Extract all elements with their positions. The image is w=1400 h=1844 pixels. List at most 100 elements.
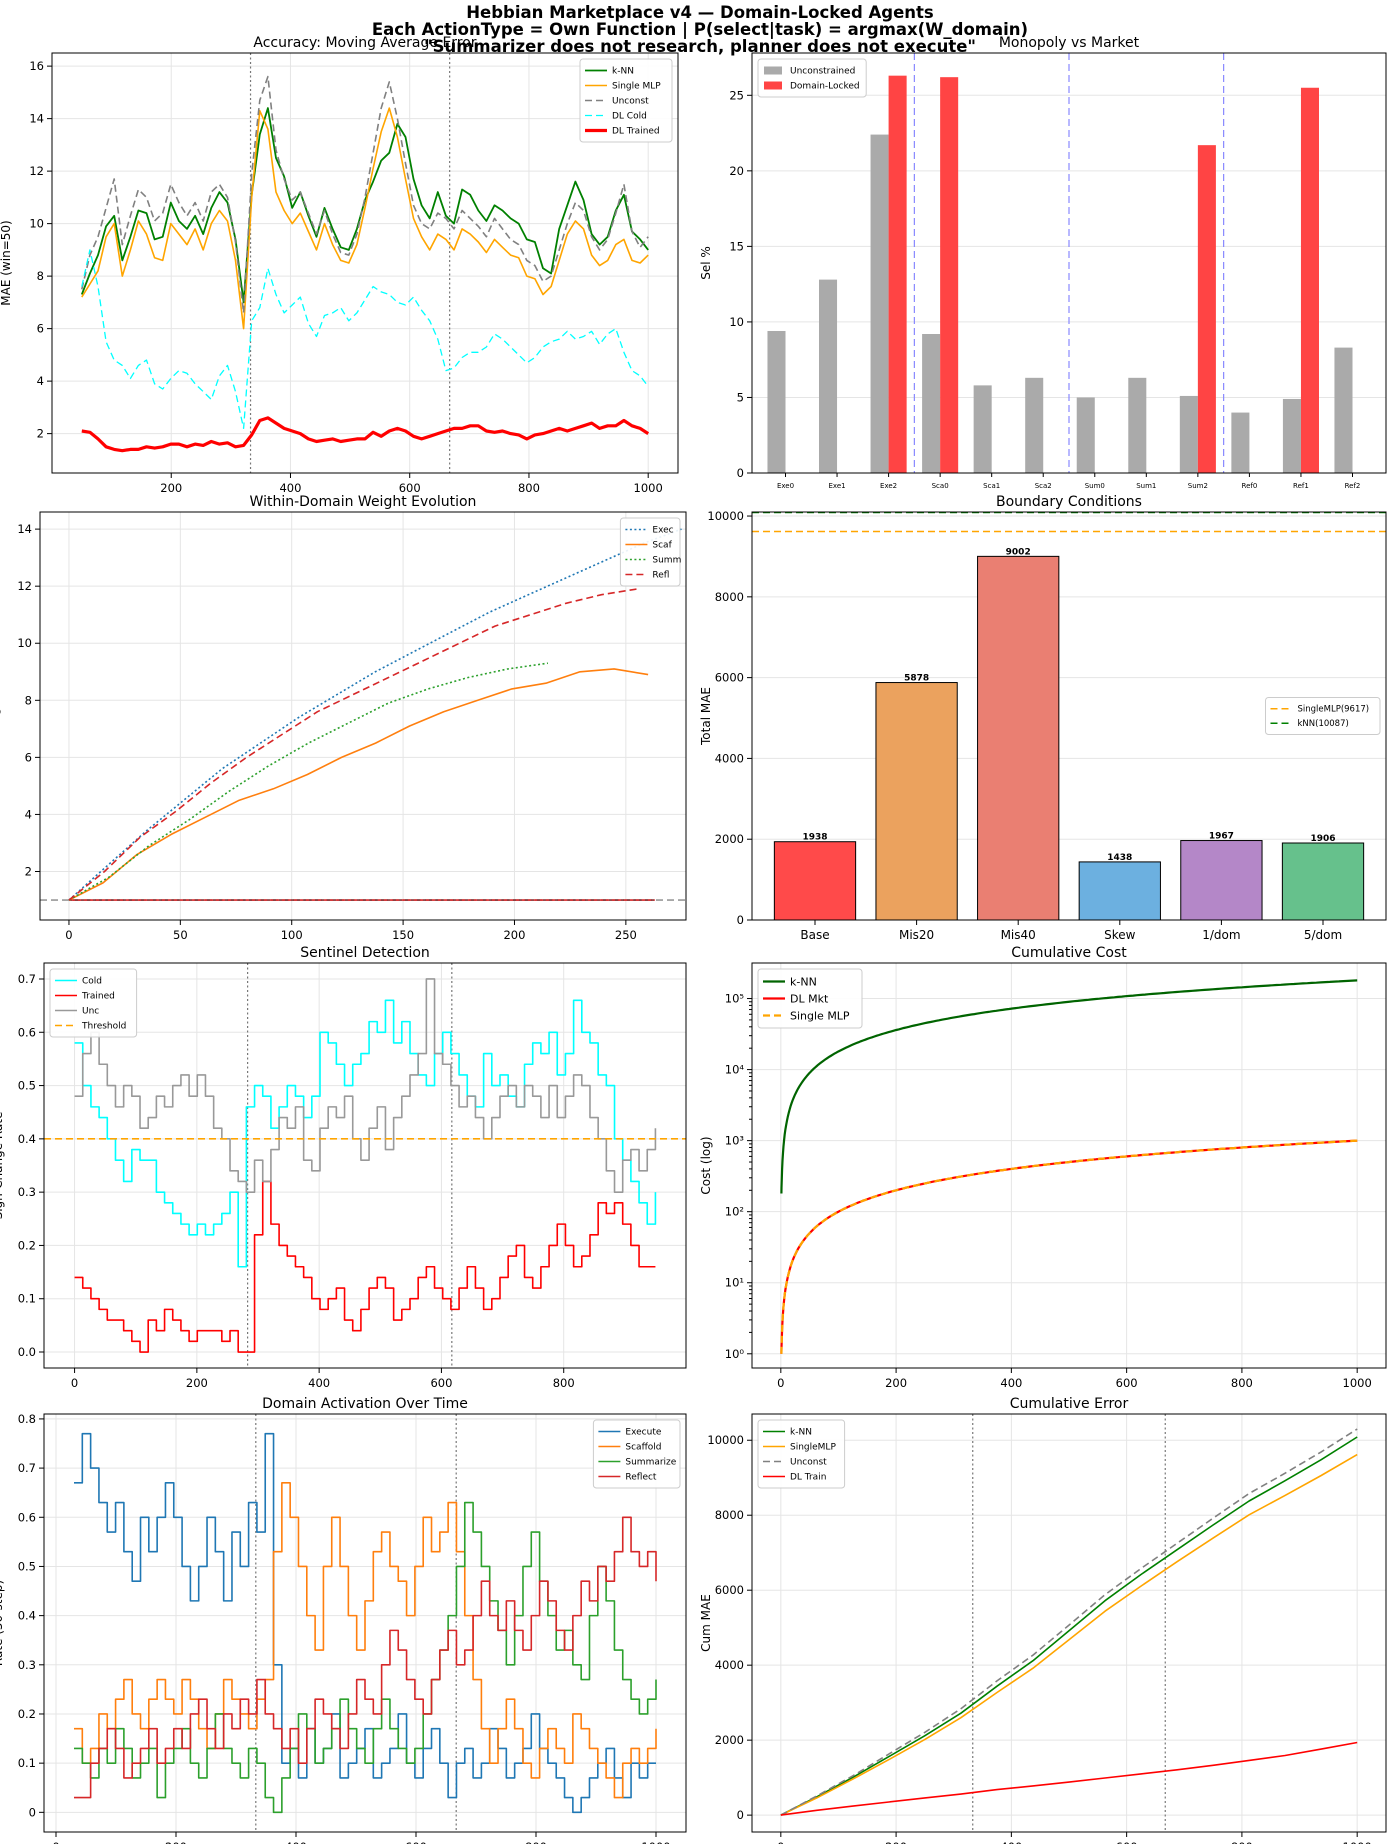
legend: k-NN SingleMLP Unconst DL Train: [757, 1419, 846, 1489]
plot-frame: [43, 1413, 687, 1833]
y-tick-label: 10: [729, 315, 744, 329]
bar-unconstrained: [922, 334, 941, 473]
x-tick-label: Exe1: [828, 482, 845, 490]
plot-p4: Boundary Conditions Total MAE 0 2000 4000 600…: [699, 494, 1387, 942]
y-tick-label: 0.7: [18, 1461, 36, 1475]
y-tick-label: 0.3: [18, 1185, 36, 1199]
bar-value-label: 5878: [904, 674, 929, 684]
bar-mis20: [875, 682, 958, 921]
series-line-unconst: [81, 75, 649, 314]
bar-value-label: 9002: [1006, 547, 1031, 557]
plot-p7: Domain Activation Over Time Rate (30-step…: [0, 1396, 687, 1844]
y-tick-label: 10⁰: [725, 1347, 745, 1361]
x-tick-label: Ref1: [1293, 482, 1309, 490]
legend-label: Refl: [652, 571, 669, 581]
x-tick-label: 200: [160, 481, 182, 495]
y-tick-label: 4: [37, 374, 44, 388]
bar-domain-locked: [940, 77, 959, 473]
legend: Cold Trained Unc Threshold: [49, 968, 138, 1038]
figure-title-line-2: Each ActionType = Own Function | P(selec…: [371, 20, 1029, 39]
y-tick-label: 6000: [715, 1583, 744, 1597]
legend-label: DL Mkt: [790, 992, 829, 1005]
y-tick-label: 12: [17, 579, 32, 593]
legend-box: [757, 968, 863, 1029]
plot-area: [52, 53, 678, 473]
x-tick-label: 0: [52, 1840, 59, 1844]
y-tick-label: 0.3: [18, 1658, 36, 1672]
plot-title: Sentinel Detection: [300, 945, 430, 961]
y-tick-label: 2000: [715, 832, 744, 846]
plot-title: Cumulative Error: [1010, 1396, 1129, 1412]
series-line-unc: [74, 978, 657, 1193]
x-tick-label: 600: [430, 1376, 452, 1390]
y-tick-label: 10000: [707, 509, 744, 523]
bar-base: [773, 841, 857, 921]
legend-label: Trained: [81, 992, 115, 1002]
bar-unconstrained: [1025, 377, 1044, 473]
series-line-dl-train: [780, 1741, 1358, 1816]
series-line-single-mlp: [780, 1139, 1358, 1354]
x-tick-label: 1/dom: [1202, 928, 1240, 942]
y-tick-label: 0: [737, 913, 744, 927]
x-tick-label: Mis20: [899, 928, 934, 942]
x-tick-label: 600: [399, 481, 421, 495]
bar-mis40: [977, 555, 1060, 921]
plot-frame: [751, 52, 1387, 474]
x-tick-label: 0: [71, 1376, 78, 1390]
legend-label: Unconst: [612, 97, 649, 107]
y-tick-label: 4000: [715, 751, 744, 765]
plot-title: Within-Domain Weight Evolution: [250, 494, 477, 510]
legend-label: Single MLP: [790, 1009, 850, 1022]
x-tick-label: Exe0: [777, 482, 794, 490]
x-tick-label: 1000: [1343, 1376, 1372, 1390]
legend-box: [592, 1419, 681, 1489]
y-tick-label: 14: [17, 522, 32, 536]
y-tick-label: 0.4: [18, 1609, 36, 1623]
bar-unconstrained: [1076, 397, 1095, 473]
legend-label: k-NN: [790, 975, 817, 988]
legend: k-NN Single MLP Unconst DL Cold DL Trained: [579, 58, 673, 143]
y-axis-label: Sign-Change Rate: [0, 1112, 5, 1220]
legend-label: kNN(10087): [1298, 719, 1349, 729]
y-tick-label: 10⁵: [725, 992, 745, 1006]
x-tick-label: 800: [525, 1840, 547, 1844]
x-tick-label: Ref2: [1345, 482, 1361, 490]
legend-label: Reflect: [625, 1473, 657, 1483]
legend-box: [757, 58, 867, 98]
x-tick-label: Exe2: [880, 482, 897, 490]
plot-area: [44, 963, 686, 1368]
y-tick-label: 16: [29, 59, 44, 73]
legend-label: k-NN: [790, 1428, 812, 1438]
series-line-reflect: [74, 1516, 657, 1799]
bar-unconstrained: [819, 279, 838, 473]
y-tick-label: 25: [729, 88, 744, 102]
x-tick-label: 200: [165, 1840, 187, 1844]
x-tick-label: 600: [1116, 1376, 1138, 1390]
y-tick-label: 0: [29, 1805, 36, 1819]
y-tick-label: 8: [37, 269, 44, 283]
y-tick-label: 6: [25, 750, 32, 764]
x-tick-label: 800: [553, 1376, 575, 1390]
plot-p8: Cumulative Error Cum MAE 0 200 400 600 800 1000…: [699, 1396, 1387, 1844]
series-line-trained: [74, 1180, 656, 1353]
plot-area: [752, 963, 1386, 1368]
series-line-cold: [74, 999, 657, 1268]
y-tick-label: 10: [17, 636, 32, 650]
legend-label: DL Train: [790, 1473, 826, 1483]
x-tick-label: Sum0: [1085, 482, 1105, 490]
y-tick-label: 10⁴: [725, 1063, 745, 1077]
y-axis-label: MAE (win=50): [0, 220, 13, 305]
legend-label: DL Cold: [612, 112, 647, 122]
legend-label: SingleMLP(9617): [1298, 705, 1370, 715]
bar-1-dom: [1180, 840, 1263, 921]
x-tick-label: 100: [281, 928, 303, 942]
series-line-scaf: [68, 668, 649, 901]
y-tick-label: 14: [29, 112, 44, 126]
series-line-unconst: [780, 1428, 1358, 1816]
legend-label: Execute: [625, 1428, 661, 1438]
plot-frame: [751, 1413, 1387, 1833]
y-tick-label: 20: [729, 164, 744, 178]
bar-skew: [1078, 861, 1161, 921]
x-tick-label: Sca0: [932, 482, 949, 490]
plot-frame: [39, 511, 687, 921]
